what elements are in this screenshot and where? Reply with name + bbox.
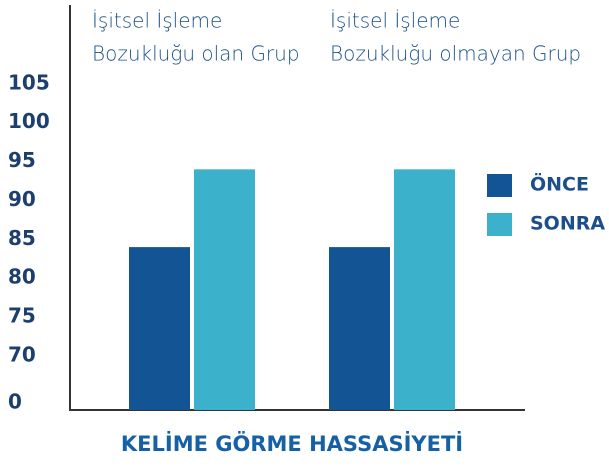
y-tick-label: 85: [8, 226, 36, 250]
x-category-label: Bozukluğu olmayan Grup: [330, 42, 581, 66]
x-category-label: Bozukluğu olan Grup: [92, 42, 300, 66]
legend-swatch: [487, 174, 512, 197]
bar: [329, 247, 390, 410]
bar: [194, 169, 255, 410]
y-tick-label: 90: [8, 187, 36, 211]
bar: [129, 247, 190, 410]
legend-label: ÖNCE: [530, 172, 589, 196]
y-tick-label: 95: [8, 148, 36, 172]
y-tick-label: 70: [8, 343, 36, 367]
chart-title: KELİME GÖRME HASSASİYETİ: [121, 431, 463, 456]
x-category-label: İşitsel İşleme: [330, 9, 460, 33]
y-tick-label: 75: [8, 304, 36, 328]
y-tick-label: 0: [8, 390, 22, 414]
legend-swatch: [487, 213, 512, 236]
y-tick-label: 105: [8, 70, 50, 94]
x-category-label: İşitsel İşleme: [92, 9, 222, 33]
bar: [394, 169, 455, 410]
legend-label: SONRA: [530, 213, 605, 235]
y-tick-label: 80: [8, 265, 36, 289]
y-tick-label: 100: [8, 109, 50, 133]
